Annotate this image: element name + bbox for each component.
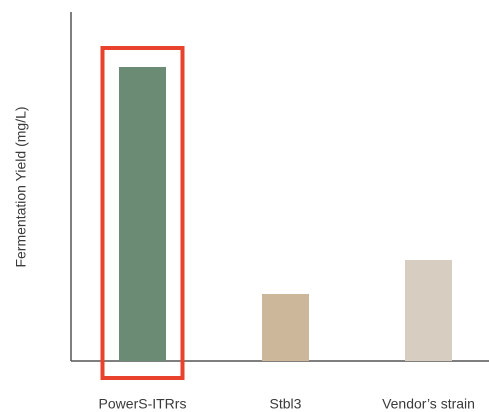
x-tick-label: PowerS-ITRrs	[99, 396, 187, 412]
x-tick-label: Stbl3	[270, 396, 302, 412]
bar	[405, 260, 452, 361]
bar	[119, 67, 166, 361]
highlight-box	[100, 46, 185, 380]
x-tick-label: Vendor’s strain	[382, 396, 475, 412]
y-axis-label: Fermentation Yield (mg/L)	[13, 106, 29, 267]
bar	[262, 294, 309, 361]
